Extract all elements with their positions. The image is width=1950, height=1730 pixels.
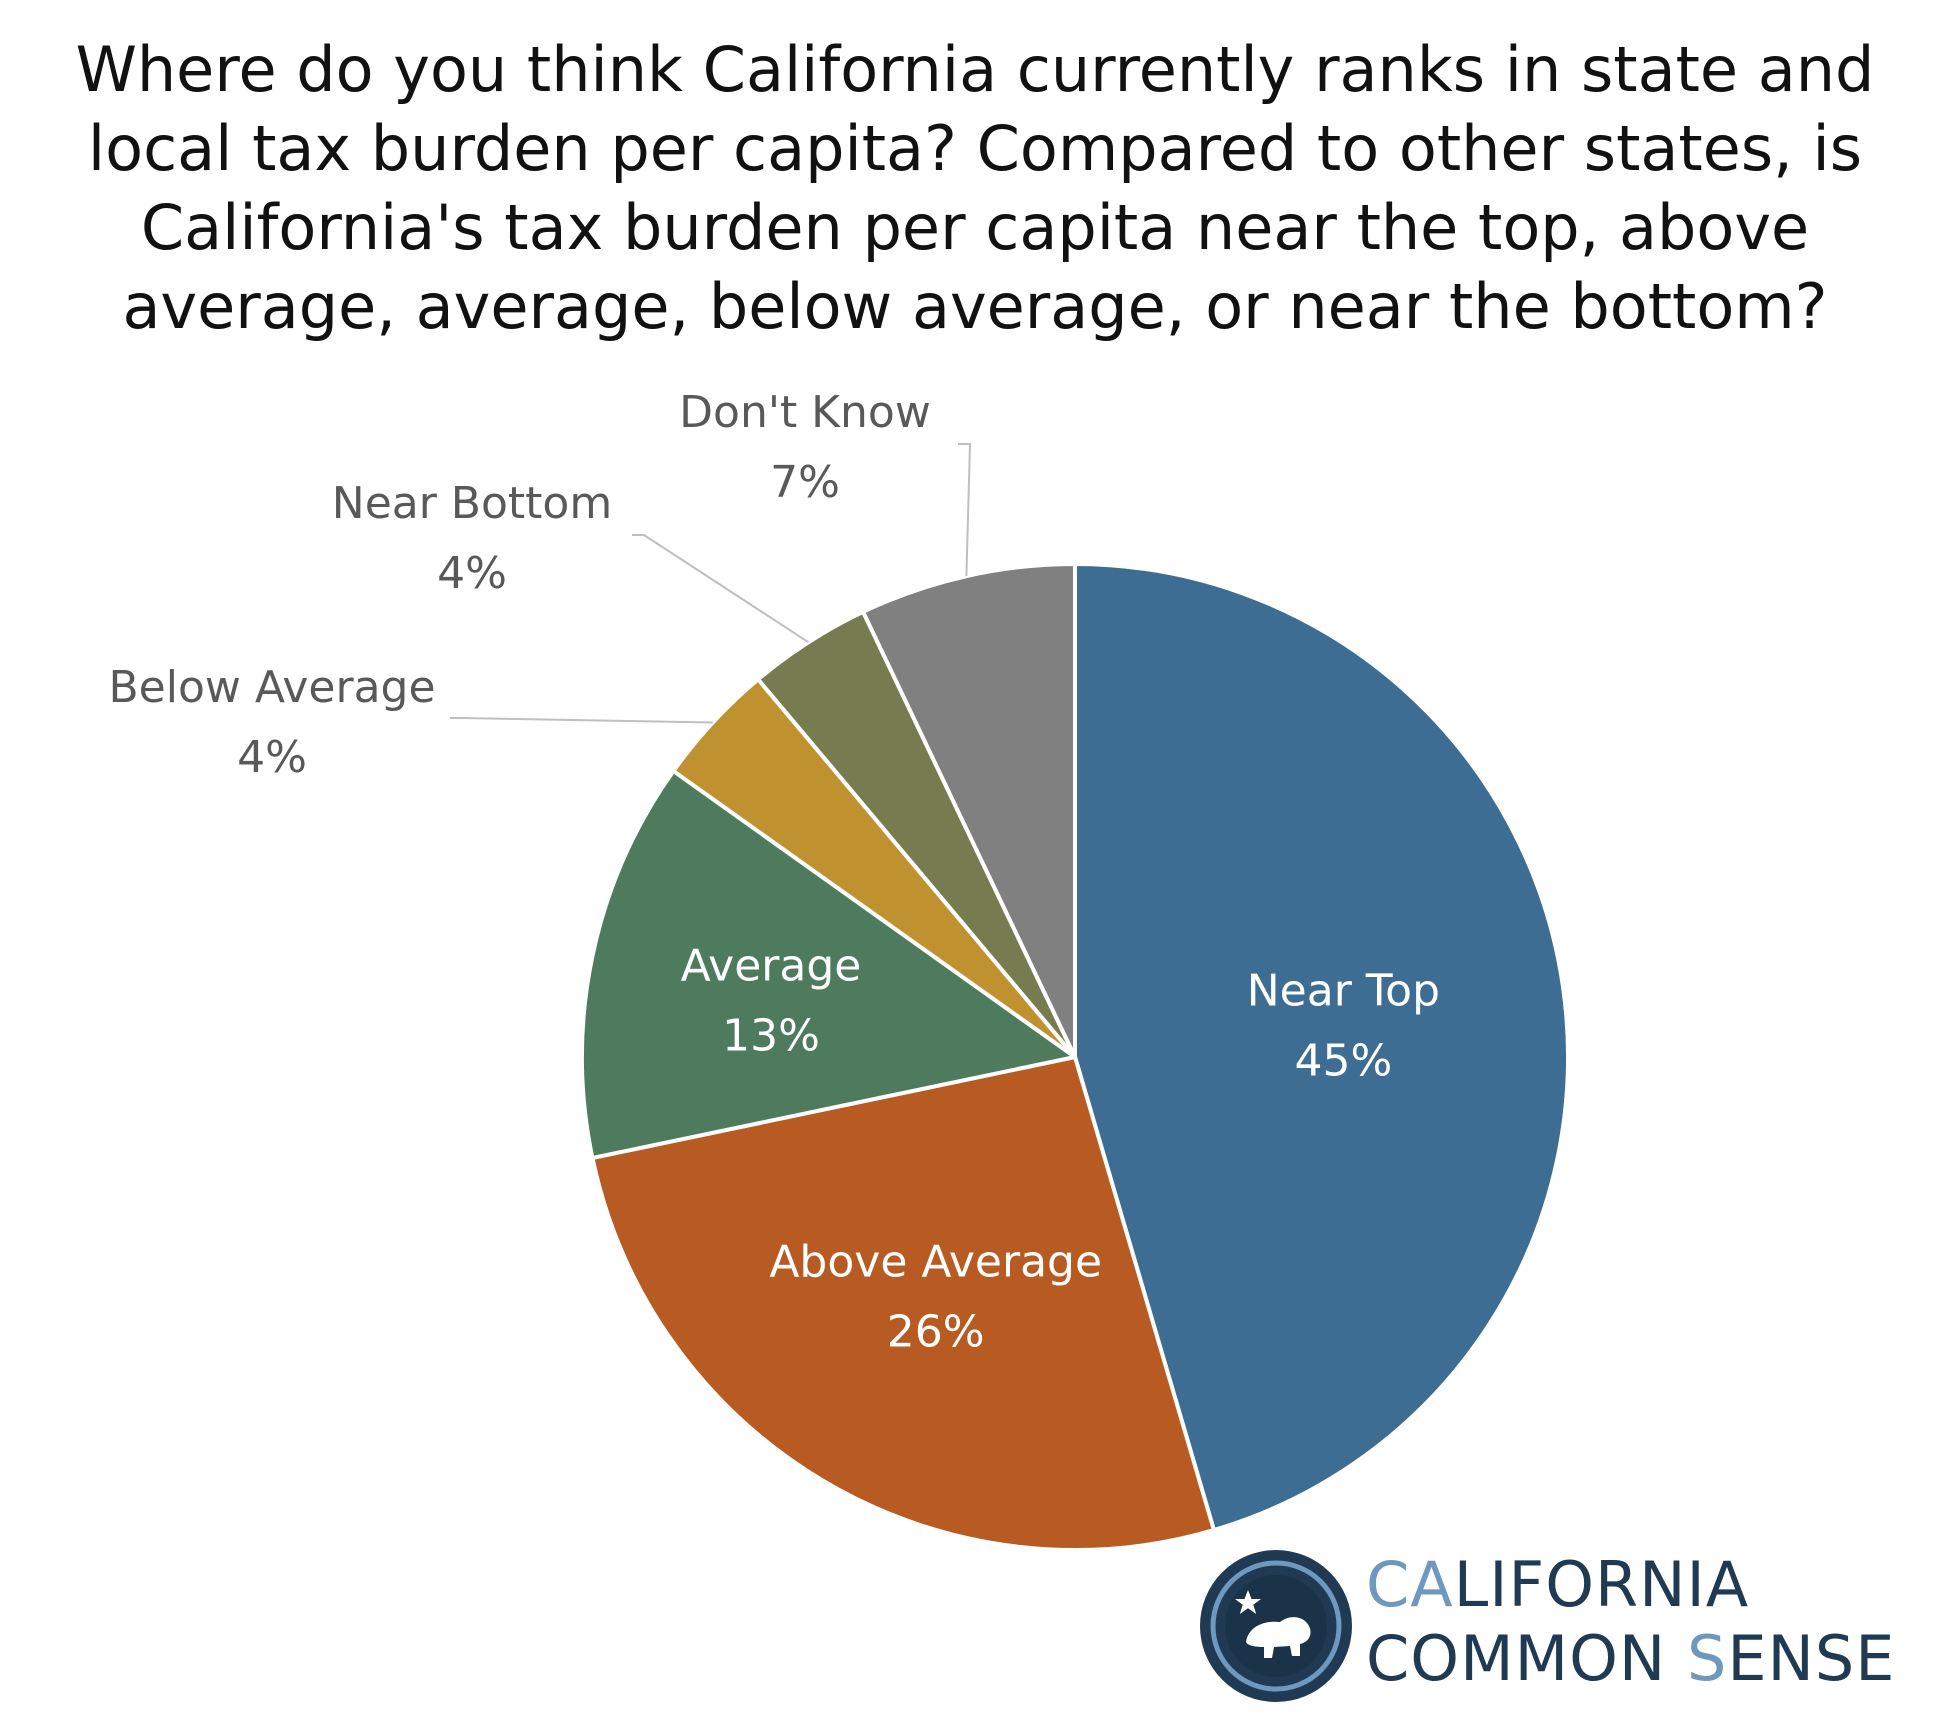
brand-accent: CA [1366, 1548, 1454, 1621]
leader-line-near-bottom [632, 534, 810, 644]
slice-label-above-average: Above Average [769, 1237, 1102, 1288]
chart-title: Where do you think California currently … [40, 30, 1910, 346]
brand-line-1: CALIFORNIA [1366, 1548, 1895, 1622]
chart-title-line: average, average, below average, or near… [122, 270, 1828, 343]
chart-title-line: local tax burden per capita? Compared to… [87, 112, 1863, 185]
leader-line-below-average [450, 717, 713, 724]
brand-line-2: COMMON SENSE [1366, 1622, 1895, 1696]
slice-label-near-top: Near Top [1247, 965, 1440, 1016]
brand-accent: S [1686, 1622, 1728, 1695]
pie-slices [580, 562, 1570, 1552]
brand-wordmark: CALIFORNIA COMMON SENSE [1366, 1548, 1895, 1696]
pie-slice-average [580, 769, 1077, 1160]
slice-value-below-average: 4% [237, 732, 307, 783]
slice-value-don-t-know: 7% [770, 457, 840, 508]
slice-label-near-bottom: Near Bottom [332, 478, 612, 529]
slice-label-below-average: Below Average [108, 662, 435, 713]
chart-title-line: California's tax burden per capita near … [140, 191, 1810, 264]
leader-lines [450, 443, 972, 724]
leader-line-don-t-know [958, 443, 972, 577]
slice-value-above-average: 26% [887, 1307, 985, 1358]
data-labels: Near Top 45% Above Average 26% Average 13% Bel… [108, 387, 1440, 1358]
pie-slice-near-top [1073, 562, 1570, 1533]
pie-slice-above-average [590, 1055, 1216, 1552]
slice-label-average: Average [681, 940, 862, 991]
brand-text: ENSE [1727, 1622, 1896, 1695]
slice-value-average: 13% [722, 1010, 820, 1061]
chart-title-line: Where do you think California currently … [75, 33, 1875, 106]
brand-text: LIFORNIA [1453, 1548, 1750, 1621]
slice-value-near-bottom: 4% [437, 548, 507, 599]
pie-slice-don-t-know [861, 562, 1077, 1059]
slice-label-don-t-know: Don't Know [679, 387, 931, 438]
bear-star-seal-icon [1200, 1550, 1352, 1702]
brand-text: COMMON [1366, 1622, 1687, 1695]
slice-value-near-top: 45% [1295, 1035, 1393, 1086]
